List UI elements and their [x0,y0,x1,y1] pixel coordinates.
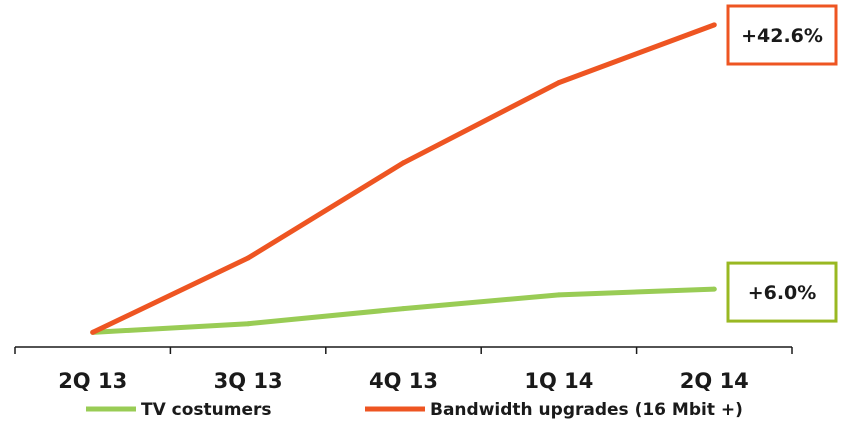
data-point [711,22,717,28]
callout-label: +42.6% [741,25,823,47]
data-point [245,255,251,261]
legend-label: TV costumers [141,400,272,420]
legend-label: Bandwidth upgrades (16 Mbit +) [430,400,743,420]
x-tick-label: 1Q 14 [524,369,593,393]
callout-box [726,4,838,66]
x-tick-label: 3Q 13 [214,369,283,393]
x-tick-label: 4Q 13 [369,369,438,393]
callout-label: +6.0% [748,282,817,304]
data-point [401,160,406,166]
data-point [711,286,717,292]
data-point [556,80,562,86]
data-point [401,306,406,312]
data-point [245,321,251,327]
x-tick-label: 2Q 13 [58,369,127,393]
series-line-1 [91,22,716,335]
data-point [556,292,562,298]
callout-box [726,261,838,323]
x-tick-label: 2Q 14 [680,369,749,393]
data-point [90,329,96,335]
